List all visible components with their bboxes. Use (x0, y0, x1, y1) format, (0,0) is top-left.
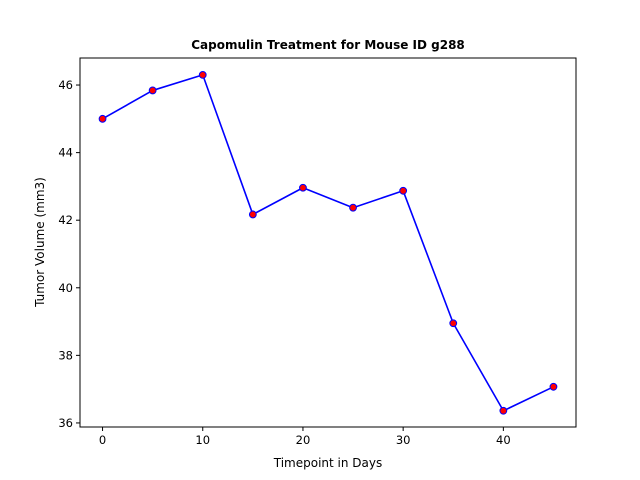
x-tick-label: 40 (496, 433, 511, 447)
x-axis-label: Timepoint in Days (273, 456, 383, 470)
data-point (549, 382, 558, 391)
data-point (98, 114, 107, 123)
y-tick-label: 44 (58, 146, 73, 160)
plot-area: 0 10 20 30 40 36 38 40 42 44 46 (58, 57, 577, 447)
data-point (399, 186, 408, 195)
data-point (499, 406, 508, 415)
data-point (248, 210, 257, 219)
x-tick-label: 20 (296, 433, 311, 447)
y-tick-label: 46 (58, 78, 73, 92)
data-point (198, 70, 207, 79)
y-axis-label: Tumor Volume (mm3) (33, 177, 47, 308)
y-tick-label: 42 (58, 213, 73, 227)
y-tick-label: 36 (58, 416, 73, 430)
data-point (449, 319, 458, 328)
x-tick-label: 10 (195, 433, 210, 447)
y-tick-label: 38 (58, 348, 73, 362)
x-tick-label: 0 (99, 433, 106, 447)
y-tick-label: 40 (58, 281, 73, 295)
x-tick-label: 30 (396, 433, 411, 447)
data-point (148, 86, 157, 95)
series-line (102, 74, 554, 412)
chart-title: Capomulin Treatment for Mouse ID g288 (191, 38, 465, 52)
data-point (299, 183, 307, 192)
data-point (349, 203, 357, 212)
plot-frame (79, 57, 577, 428)
